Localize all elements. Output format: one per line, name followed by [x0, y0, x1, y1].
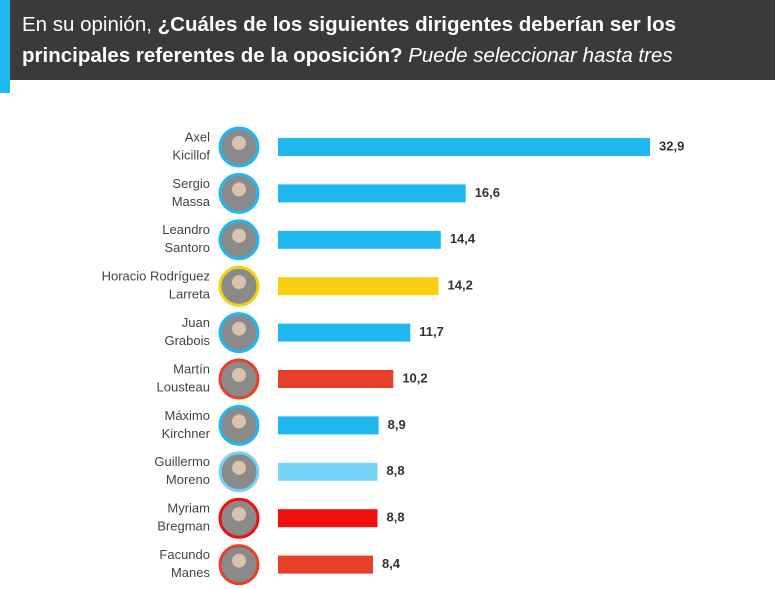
value-label: 14,4 — [450, 231, 476, 246]
category-label: Santoro — [164, 240, 210, 255]
category-label: Máximo — [164, 408, 210, 423]
category-label: Bregman — [157, 519, 210, 534]
category-label: Guillermo — [154, 454, 210, 469]
title-note: Puede seleccionar hasta tres — [408, 44, 673, 67]
category-label: Juan — [182, 315, 210, 330]
value-label: 8,9 — [388, 417, 406, 432]
value-label: 10,2 — [402, 370, 427, 385]
value-label: 14,2 — [448, 278, 473, 293]
chart-title: En su opinión, ¿Cuáles de los siguientes… — [22, 9, 767, 71]
bar — [278, 230, 441, 249]
category-label: Kicillof — [172, 147, 210, 162]
category-label: Lousteau — [157, 379, 211, 394]
title-question: ¿Cuáles de los siguientes dirigentes deb… — [22, 13, 676, 67]
bar — [278, 555, 373, 574]
value-label: 8,4 — [382, 556, 401, 571]
category-label: Facundo — [159, 547, 210, 562]
bar — [278, 138, 650, 156]
avatar-head — [232, 414, 246, 429]
category-label: Grabois — [164, 333, 210, 348]
bar — [278, 323, 411, 342]
avatar-head — [232, 460, 246, 475]
category-label: Larreta — [169, 287, 211, 302]
category-label: Horacio Rodríguez — [102, 269, 210, 284]
value-label: 8,8 — [387, 463, 405, 478]
avatar-head — [232, 275, 246, 290]
bar — [278, 416, 379, 435]
value-label: 11,7 — [419, 324, 444, 339]
value-label: 32,9 — [659, 138, 684, 153]
header: En su opinión, ¿Cuáles de los siguientes… — [10, 0, 775, 80]
category-label: Kirchner — [162, 426, 211, 441]
category-label: Sergio — [172, 176, 210, 191]
category-label: Axel — [185, 129, 210, 144]
category-label: Moreno — [166, 472, 210, 487]
avatar-head — [232, 228, 246, 243]
category-label: Myriam — [167, 501, 210, 516]
bar — [278, 184, 466, 203]
category-label: Martín — [173, 361, 210, 376]
avatar-head — [232, 553, 246, 568]
title-lead: En su opinión, — [22, 13, 152, 36]
value-label: 8,8 — [387, 510, 405, 525]
category-label: Massa — [172, 194, 211, 209]
avatar-head — [232, 182, 246, 197]
avatar-head — [232, 136, 246, 150]
avatar-head — [232, 321, 246, 336]
category-label: Manes — [171, 565, 211, 580]
avatar-head — [232, 507, 246, 522]
bar — [278, 277, 439, 296]
accent-bar — [0, 0, 10, 93]
bar — [278, 509, 378, 528]
bar — [278, 462, 378, 481]
avatar-head — [232, 368, 246, 382]
bar — [278, 370, 394, 388]
category-label: Leandro — [162, 222, 210, 237]
value-label: 16,6 — [475, 185, 500, 200]
